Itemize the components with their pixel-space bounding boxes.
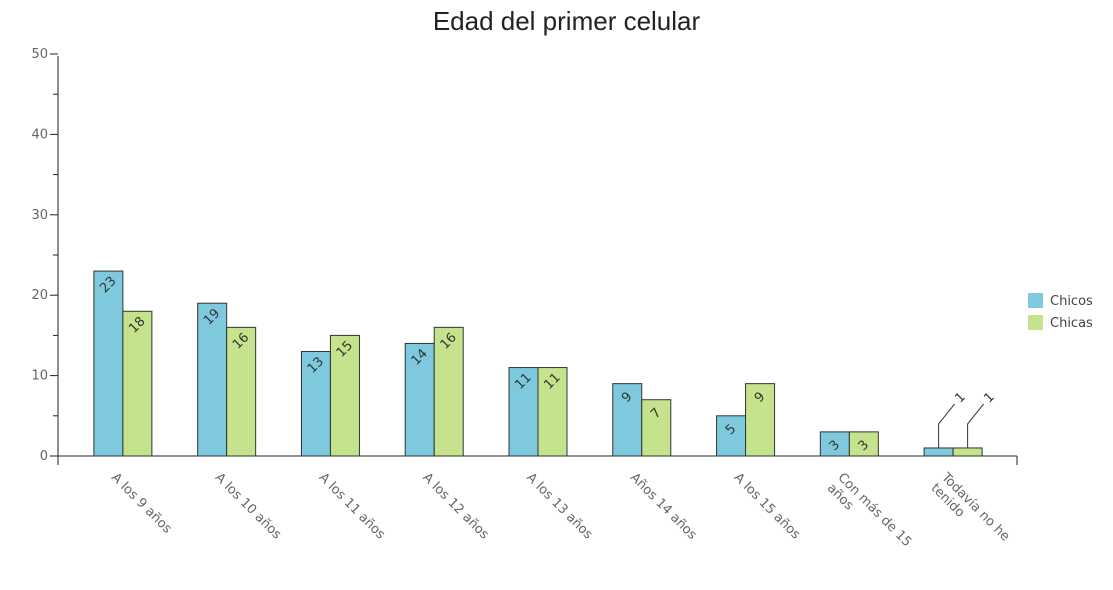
x-tick-label-line: A los 11 años xyxy=(316,470,388,542)
x-tick-label: A los 12 años xyxy=(419,470,491,542)
legend-label: Chicas xyxy=(1050,316,1093,331)
x-tick-label-line: Años 14 años xyxy=(627,470,700,543)
data-label-leader xyxy=(967,403,985,448)
bar xyxy=(612,383,643,457)
chart-title: Edad del primer celular xyxy=(432,6,701,36)
data-label: 1 xyxy=(981,390,997,406)
x-tick-label: A los 11 años xyxy=(316,470,388,542)
y-tick-label: 30 xyxy=(31,208,48,223)
bar xyxy=(300,350,331,457)
y-tick-label: 50 xyxy=(31,47,48,62)
bar xyxy=(537,367,568,457)
legend-label: Chicos xyxy=(1050,294,1093,309)
x-tick-label-line: A los 15 años xyxy=(731,470,803,542)
x-tick-label-line: A los 12 años xyxy=(419,470,491,542)
bar xyxy=(122,310,153,457)
bar xyxy=(329,334,360,457)
bar xyxy=(641,399,672,457)
bar xyxy=(716,415,747,457)
bar xyxy=(952,447,983,457)
y-tick-label: 20 xyxy=(31,288,48,303)
y-tick-label: 10 xyxy=(31,369,48,384)
bar xyxy=(197,302,228,457)
x-tick-label: A los 10 años xyxy=(212,470,284,542)
bar xyxy=(819,431,850,457)
bar xyxy=(745,383,776,457)
x-tick-label-line: A los 9 años xyxy=(108,470,175,537)
bar xyxy=(433,326,464,457)
x-tick-label: A los 9 años xyxy=(108,470,175,537)
bar xyxy=(848,431,879,457)
x-tick-label: Años 14 años xyxy=(627,470,700,543)
x-tick-label-line: A los 10 años xyxy=(212,470,284,542)
bar xyxy=(923,447,954,457)
bar xyxy=(93,270,124,457)
legend-swatch xyxy=(1028,293,1043,308)
x-tick-label-line: A los 13 años xyxy=(523,470,595,542)
legend-swatch xyxy=(1028,315,1043,330)
x-tick-label: A los 15 años xyxy=(731,470,803,542)
data-label-leader xyxy=(938,403,956,448)
data-label: 1 xyxy=(952,390,968,406)
y-tick-label: 40 xyxy=(31,127,48,142)
bar xyxy=(226,326,257,457)
x-tick-label: A los 13 años xyxy=(523,470,595,542)
y-tick-label: 0 xyxy=(40,449,48,464)
